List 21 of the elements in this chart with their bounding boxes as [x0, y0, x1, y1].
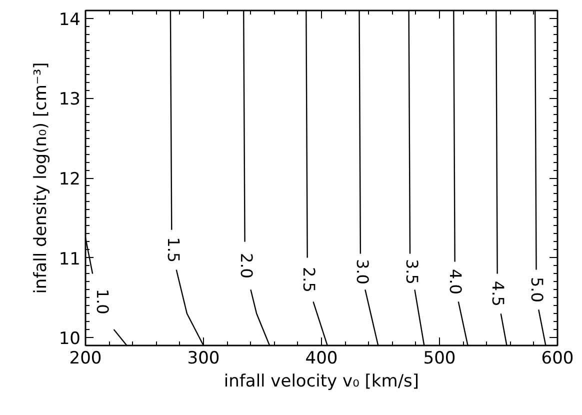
text: 4.0 — [446, 268, 466, 294]
x-tick-label: 300 — [187, 348, 220, 368]
x-tick-label: 200 — [69, 348, 102, 368]
x-tick-label: 500 — [423, 348, 456, 368]
x-tick-label: 600 — [541, 348, 574, 368]
text: 2.5 — [300, 266, 319, 292]
y-tick-label: 11 — [58, 249, 81, 270]
text: 3.0 — [352, 259, 372, 284]
y-tick-label: 12 — [58, 170, 81, 190]
legend-label: 5.0 — [527, 276, 546, 302]
text: 1.5 — [164, 237, 183, 263]
text: 3.5 — [402, 259, 422, 284]
x-tick-label: 400 — [305, 348, 338, 368]
legend-label: 1.0 — [93, 288, 112, 314]
text: 2.0 — [237, 253, 256, 278]
x-axis-title: infall velocity v₀ [km/s] — [224, 372, 420, 392]
y-tick-label: 14 — [58, 10, 81, 30]
y-axis-title: infall density log(n₀) [cm⁻³] — [30, 62, 51, 294]
y-tick-label: 13 — [58, 90, 81, 110]
text: 4.5 — [488, 280, 508, 306]
y-tick-label: 10 — [58, 329, 81, 350]
